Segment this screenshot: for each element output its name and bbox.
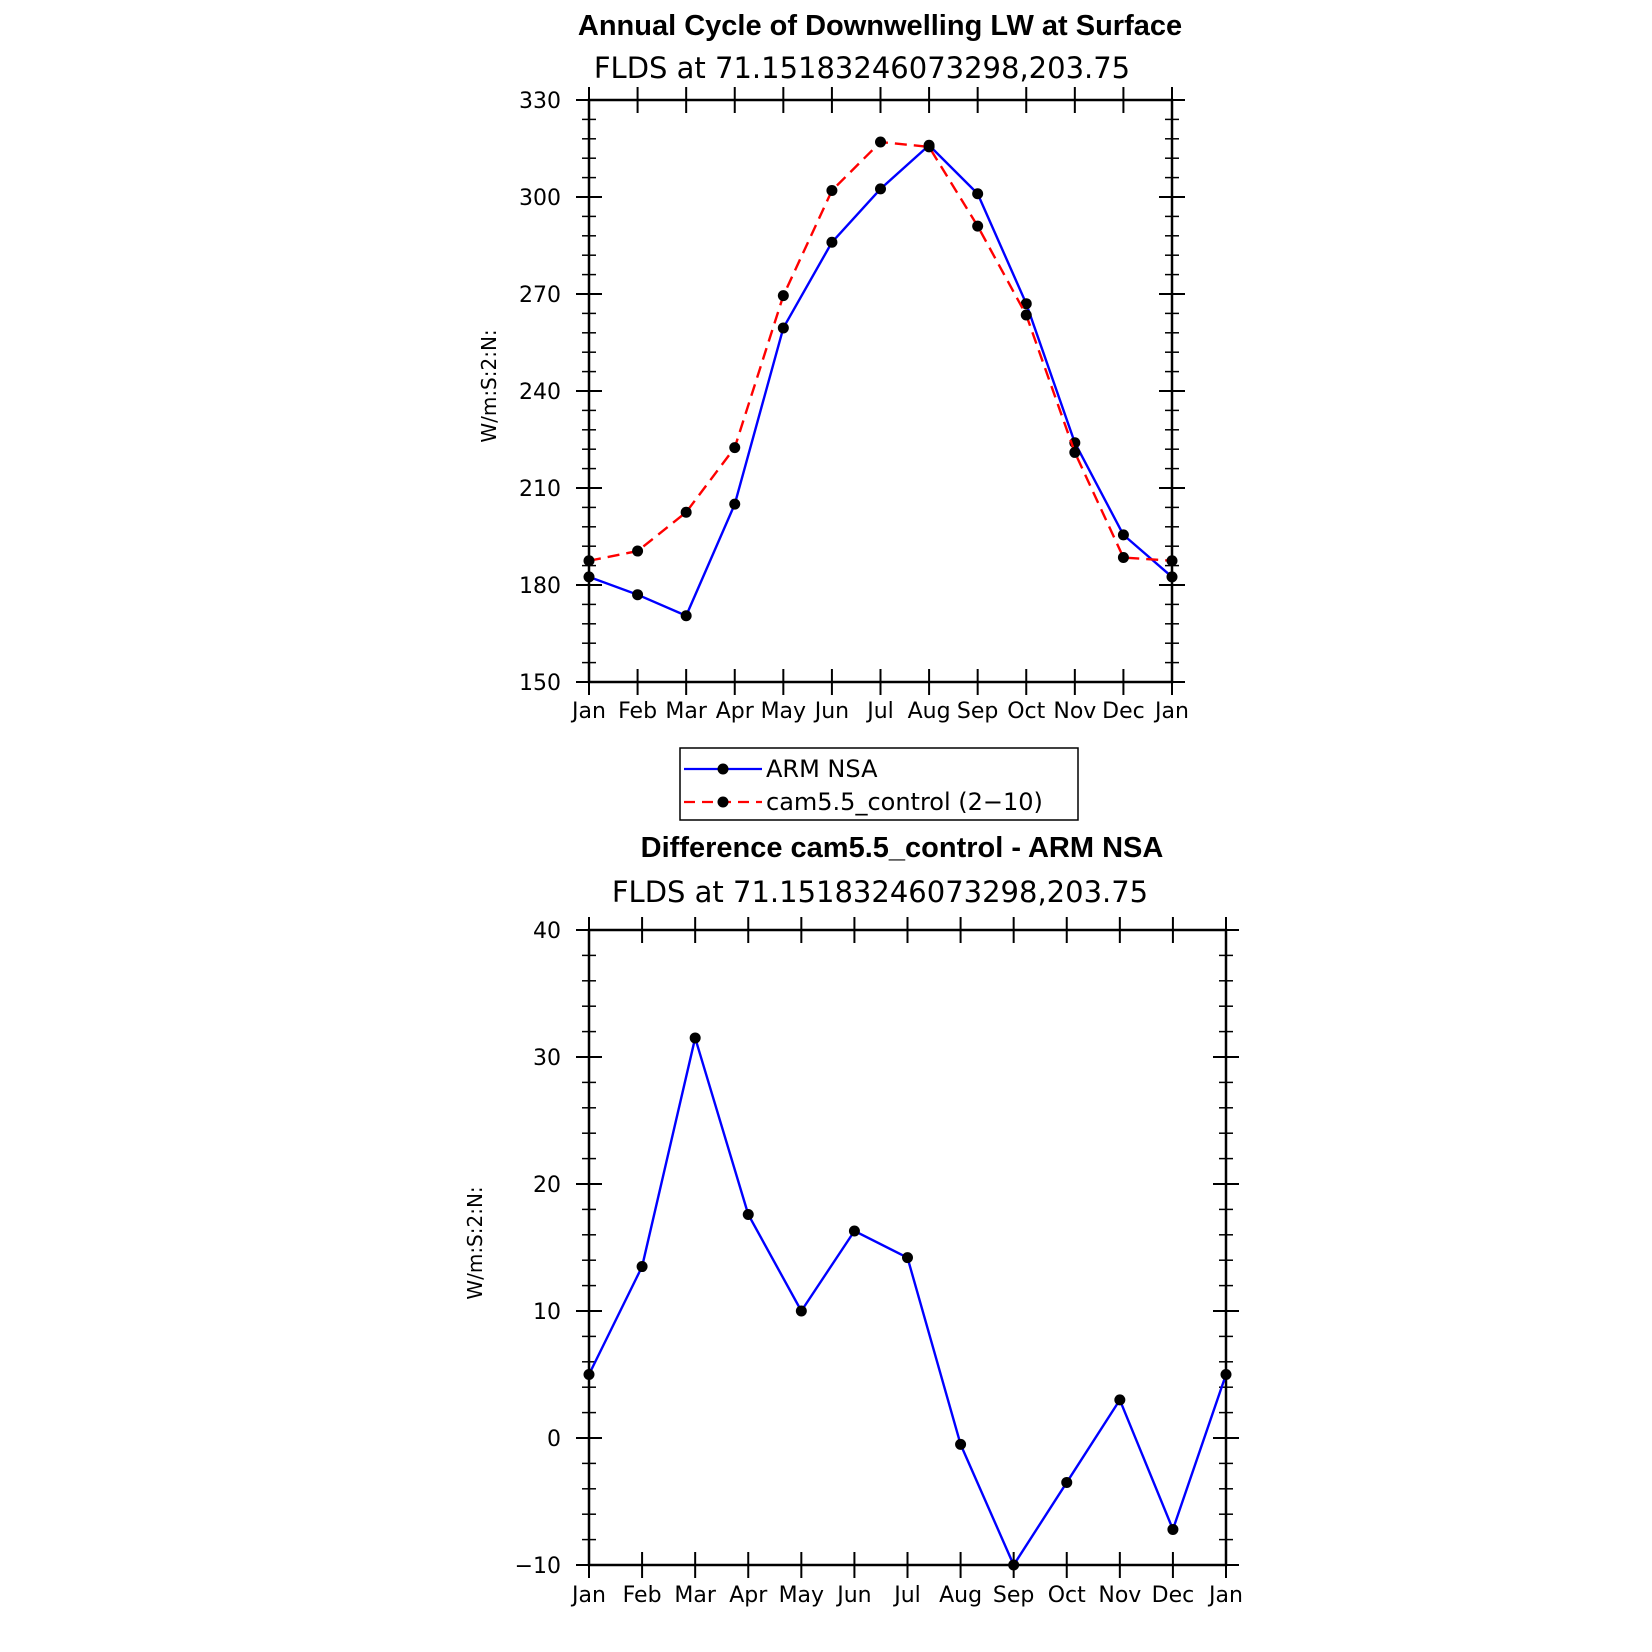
data-point xyxy=(729,498,741,510)
data-point xyxy=(729,442,741,454)
data-point xyxy=(632,589,644,601)
chart-subtitle: FLDS at 71.15183246073298,203.75 xyxy=(612,875,1148,909)
data-point xyxy=(826,185,838,197)
y-tick-label: 300 xyxy=(519,186,561,211)
x-tick-label: Jan xyxy=(1207,1583,1243,1608)
annual-cycle-chart: Annual Cycle of Downwelling LW at Surfac… xyxy=(477,10,1189,724)
plot-area: 150 180 210 240 270 300 330 Jan Feb Mar Apr May Jun J… xyxy=(519,87,1189,724)
data-point xyxy=(680,506,692,518)
data-point xyxy=(826,236,838,248)
y-tick-label: 10 xyxy=(533,1300,561,1325)
x-tick-label: Jan xyxy=(570,1583,606,1608)
data-point xyxy=(1166,571,1178,583)
y-tick-label: 210 xyxy=(519,477,561,502)
data-point xyxy=(583,555,595,567)
x-tick-label: Apr xyxy=(716,699,755,724)
x-tick-label: Jul xyxy=(892,1583,921,1608)
x-tick-label: Oct xyxy=(1048,1583,1086,1608)
x-tick-label: May xyxy=(761,699,806,724)
x-tick-label: Jan xyxy=(570,699,606,724)
data-point xyxy=(1114,1394,1126,1406)
y-tick-label: 20 xyxy=(533,1173,561,1198)
y-tick-label: 40 xyxy=(533,919,561,944)
x-tick-label: Jun xyxy=(835,1583,871,1608)
y-tick-label: 330 xyxy=(519,89,561,114)
data-point xyxy=(1117,552,1129,564)
y-tick-label: 150 xyxy=(519,671,561,696)
data-point xyxy=(583,1369,595,1380)
data-point xyxy=(632,545,644,557)
plot-area: −10 0 10 20 30 40 Jan Feb Mar Apr May Jun Jul Aug Sep O… xyxy=(515,917,1243,1608)
x-tick-label: Mar xyxy=(674,1583,716,1608)
series-line-1 xyxy=(588,140,1173,562)
data-point xyxy=(795,1305,807,1317)
data-point xyxy=(1061,1476,1073,1488)
x-tick-label: May xyxy=(779,1583,824,1608)
x-tick-label: Feb xyxy=(623,1583,662,1608)
data-point xyxy=(777,322,789,334)
legend-label-arm-nsa: ARM NSA xyxy=(766,755,878,783)
series-line-0 xyxy=(588,144,1173,617)
data-point xyxy=(1117,529,1129,541)
y-axis-label: W/m:S:2:N: xyxy=(463,1186,487,1299)
x-tick-label: Jun xyxy=(813,699,849,724)
data-point xyxy=(1220,1369,1232,1380)
legend-box xyxy=(679,747,1079,821)
data-point xyxy=(923,141,935,153)
x-tick-label: Nov xyxy=(1098,1583,1141,1608)
difference-chart: Difference cam5.5_control - ARM NSA FLDS… xyxy=(463,832,1243,1608)
data-point xyxy=(1166,555,1178,567)
data-point xyxy=(689,1032,701,1044)
data-point xyxy=(1020,298,1032,310)
x-tick-label: Feb xyxy=(618,699,657,724)
chart-subtitle: FLDS at 71.15183246073298,203.75 xyxy=(594,51,1130,85)
legend: ARM NSA cam5.5_control (2−10) xyxy=(679,747,1079,821)
x-tick-label: Sep xyxy=(993,1583,1034,1608)
y-tick-label: −10 xyxy=(515,1554,561,1579)
data-point xyxy=(777,290,789,302)
x-tick-label: Mar xyxy=(665,699,707,724)
x-tick-label: Oct xyxy=(1007,699,1045,724)
data-point xyxy=(1167,1523,1179,1535)
data-point xyxy=(875,183,886,195)
data-point xyxy=(875,136,886,148)
chart-title: Difference cam5.5_control - ARM NSA xyxy=(641,832,1164,864)
plot-frame xyxy=(587,928,1228,1567)
data-point xyxy=(848,1225,860,1237)
x-tick-label: Dec xyxy=(1102,699,1145,724)
legend-marker-arm-nsa xyxy=(717,763,729,775)
x-tick-label: Nov xyxy=(1053,699,1096,724)
data-point xyxy=(1020,309,1032,321)
data-point xyxy=(955,1438,967,1450)
x-tick-label: Jul xyxy=(865,699,894,724)
data-point xyxy=(1008,1559,1020,1571)
data-point xyxy=(902,1252,913,1264)
y-axis-label: W/m:S:2:N: xyxy=(477,329,501,442)
data-point xyxy=(636,1261,648,1273)
y-tick-label: 0 xyxy=(547,1427,561,1452)
legend-label-cam55: cam5.5_control (2−10) xyxy=(766,788,1043,816)
series-line-0 xyxy=(587,1036,1228,1567)
data-point xyxy=(1069,446,1081,458)
data-point xyxy=(742,1208,754,1220)
y-tick-label: 30 xyxy=(533,1046,561,1071)
x-tick-label: Aug xyxy=(908,699,951,724)
x-tick-label: Sep xyxy=(957,699,998,724)
x-tick-label: Jan xyxy=(1153,699,1189,724)
y-tick-label: 180 xyxy=(519,574,561,599)
x-tick-label: Apr xyxy=(729,1583,768,1608)
data-point xyxy=(583,571,595,583)
chart-title: Annual Cycle of Downwelling LW at Surfac… xyxy=(578,10,1182,42)
data-point xyxy=(972,220,984,232)
data-point xyxy=(680,610,692,622)
legend-marker-cam55 xyxy=(717,796,729,808)
y-tick-label: 270 xyxy=(519,283,561,308)
data-point xyxy=(972,188,984,200)
x-tick-label: Dec xyxy=(1152,1583,1195,1608)
y-tick-label: 240 xyxy=(519,380,561,405)
x-tick-label: Aug xyxy=(939,1583,982,1608)
